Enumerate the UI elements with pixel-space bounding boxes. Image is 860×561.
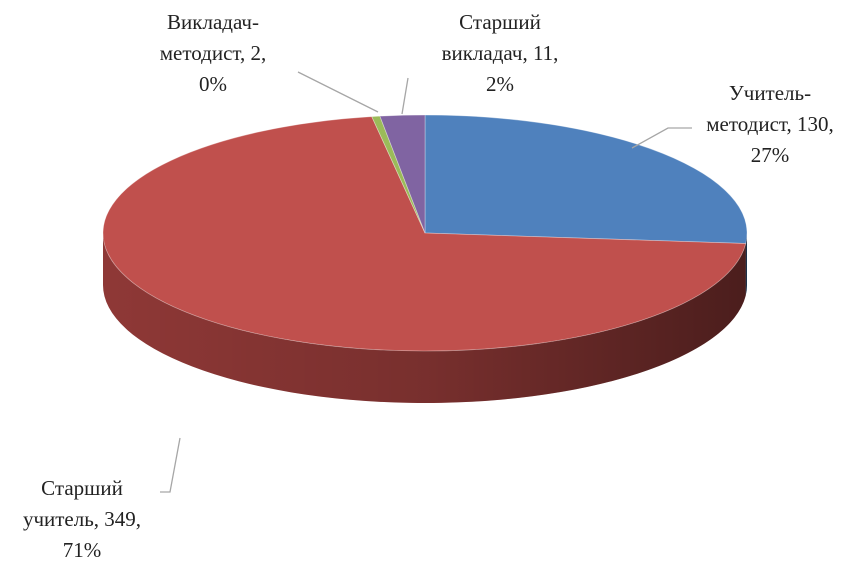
pie (102, 114, 748, 403)
slice (371, 115, 426, 234)
leader-line (160, 437, 181, 493)
slice (102, 116, 747, 352)
data-label: 2% (486, 72, 514, 96)
data-label: Старший (459, 10, 541, 34)
slice (424, 114, 748, 244)
side-shading (103, 233, 747, 403)
data-label: Старший (41, 476, 123, 500)
data-label: Учитель- (729, 81, 811, 105)
data-label: Викладач- (167, 10, 259, 34)
data-label: учитель, 349, (23, 507, 141, 531)
data-label: методист, 130, (706, 112, 834, 136)
leader-line (631, 127, 692, 149)
slice (379, 114, 426, 234)
leader-line (401, 77, 409, 115)
data-label: викладач, 11, (442, 41, 559, 65)
data-label: методист, 2, (160, 41, 267, 65)
leader-line (297, 71, 379, 113)
data-label: 0% (199, 72, 227, 96)
data-label: 71% (63, 538, 102, 561)
data-labels: Учитель-методист, 130, 27% Старший учитель,… (23, 10, 834, 561)
data-label: 27% (751, 143, 790, 167)
